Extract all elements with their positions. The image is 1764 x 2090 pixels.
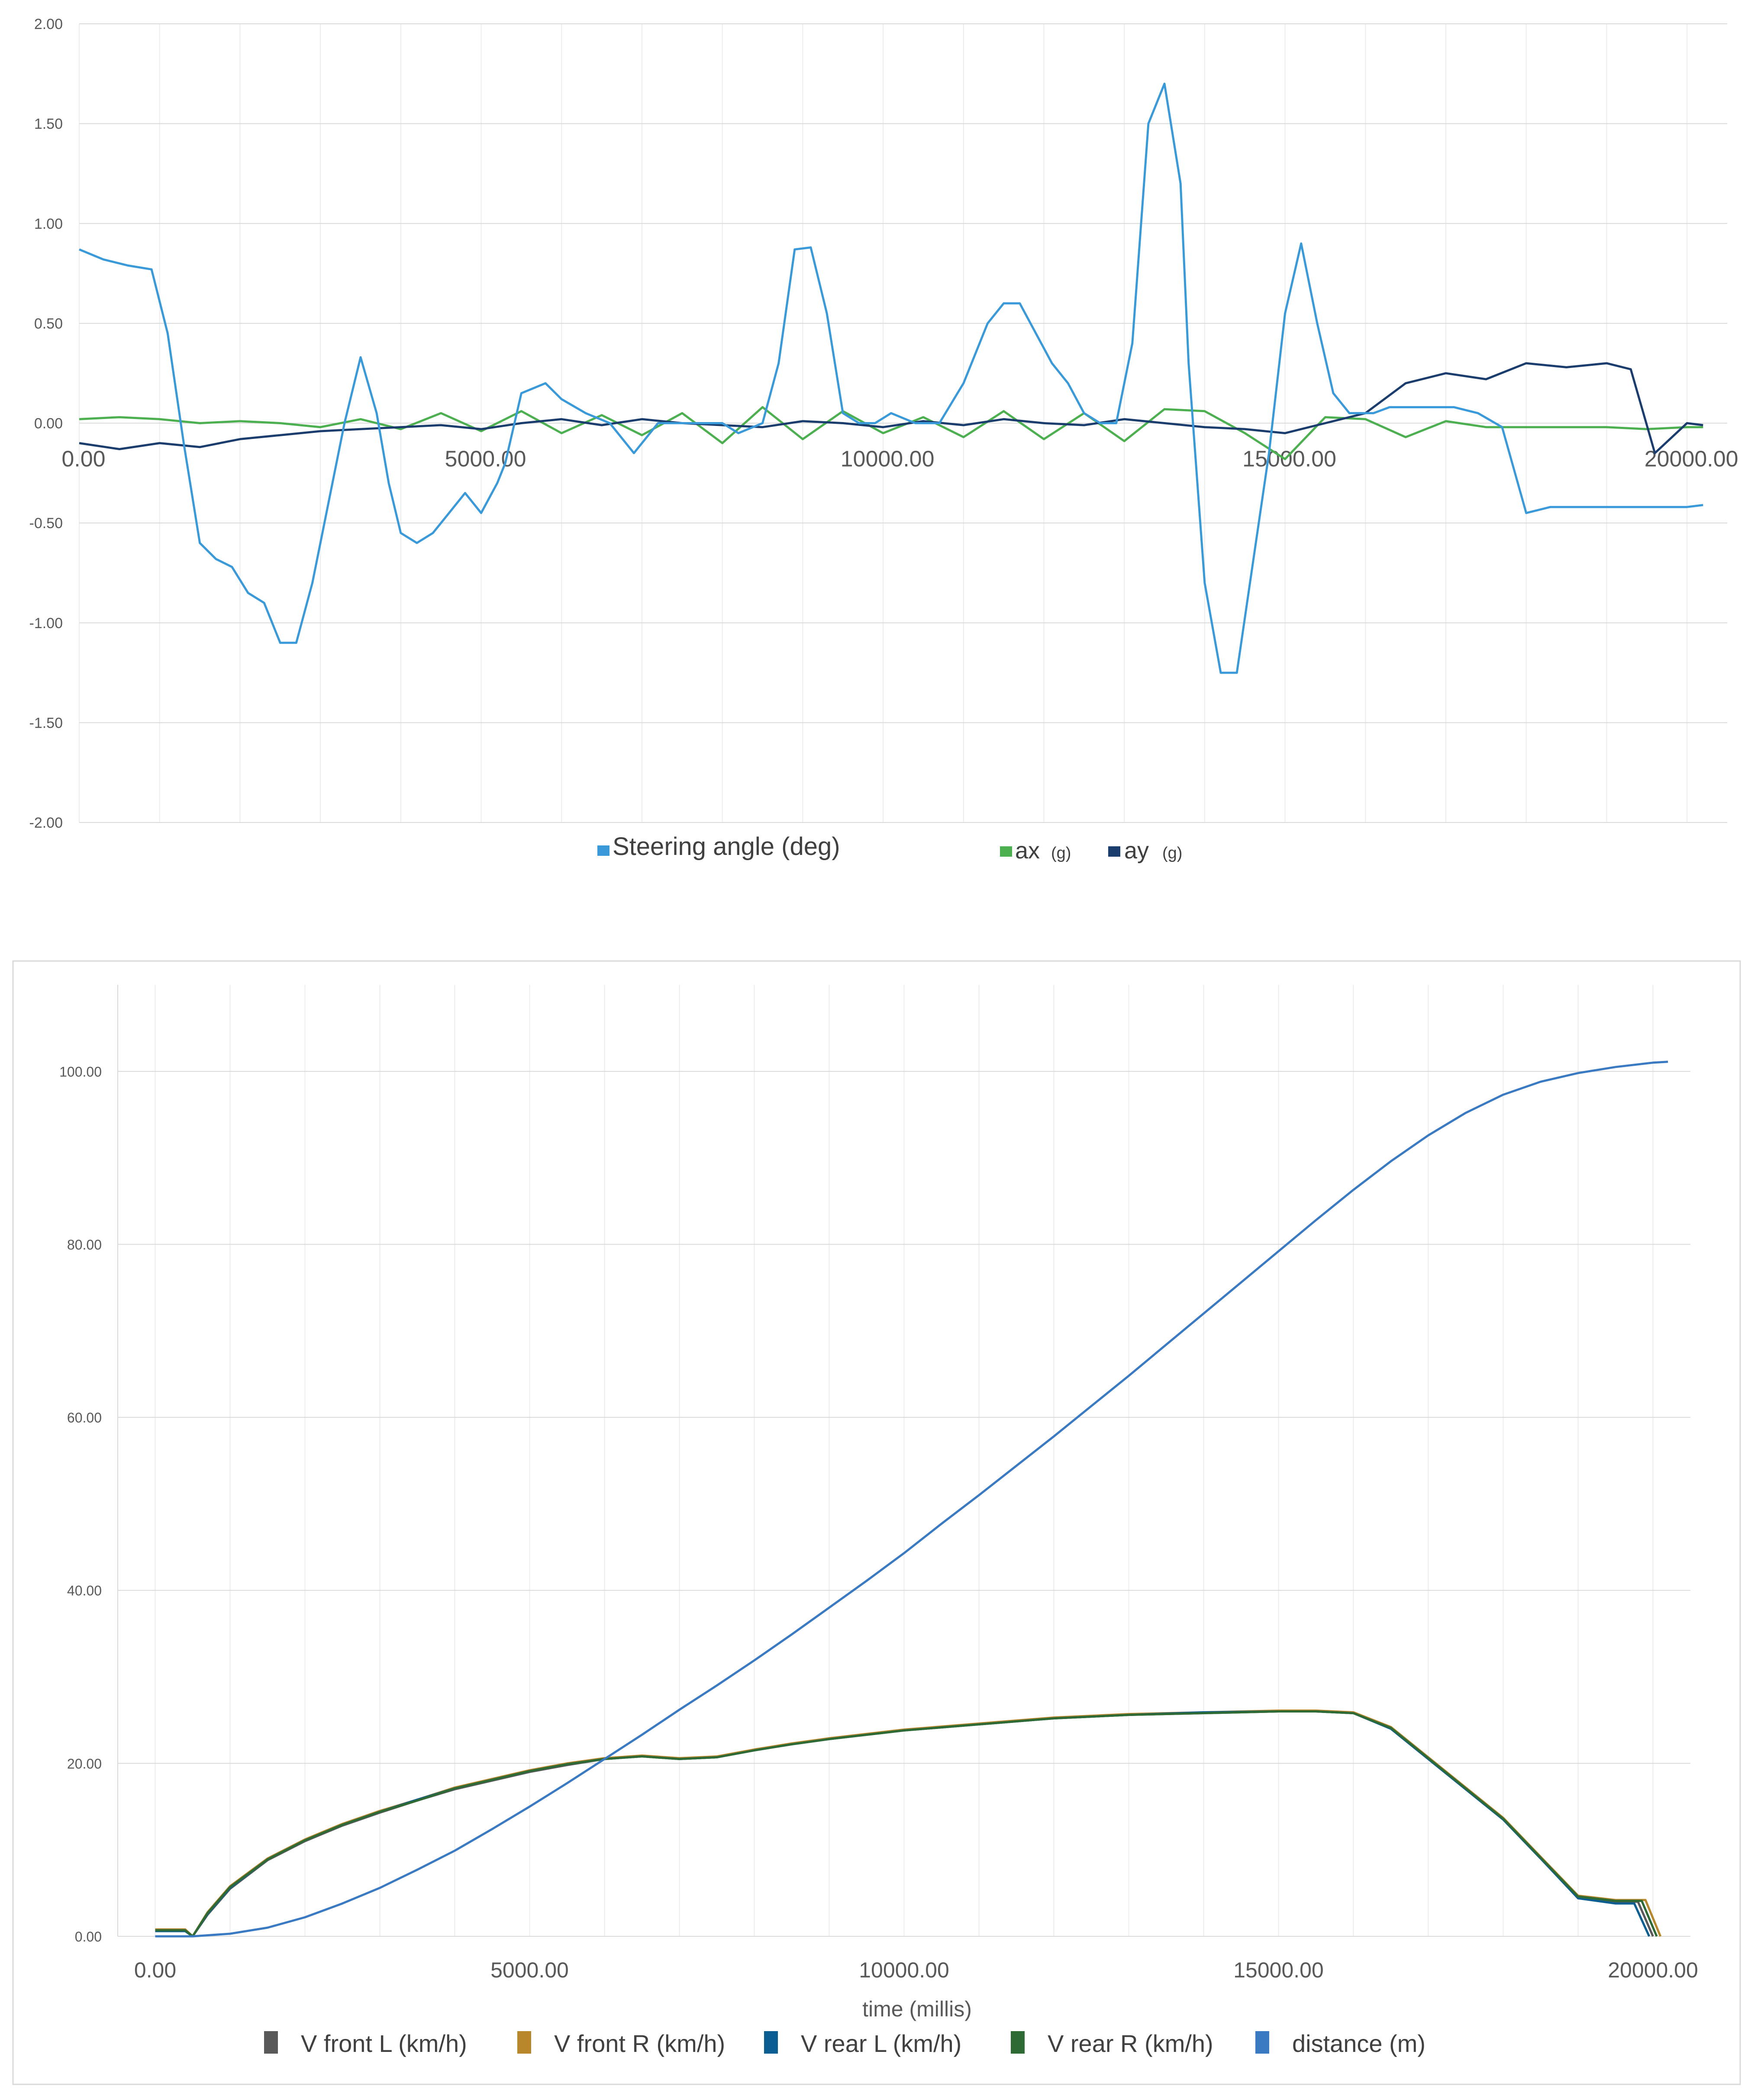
- legend-swatch-ay: [1108, 846, 1120, 857]
- legend-swatch-3: [1011, 2031, 1025, 2054]
- legend-swatch-4: [1255, 2031, 1269, 2054]
- legend-swatch-2: [764, 2031, 778, 2054]
- y-tick-label: 0.00: [75, 1929, 102, 1945]
- series-line-v-rear-r-km-h: [155, 1710, 1658, 1938]
- chart-steering-acceleration: 2.00 1.50 1.00 0.50 0.00 -0.50 -1.00 -1.50 -2.00…: [0, 0, 1764, 900]
- legend-label-ay: ay: [1124, 838, 1149, 864]
- legend-label-4: distance (m): [1292, 2030, 1425, 2057]
- chart-frame: [12, 960, 1741, 2085]
- legend-unit-ax: (g): [1051, 844, 1071, 862]
- x-tick-label: 0.00: [61, 447, 105, 472]
- x-axis-title: time (millis): [862, 1997, 972, 2021]
- x-tick-label: 20000.00: [1608, 1958, 1698, 1982]
- y-tick-label: 80.00: [67, 1237, 102, 1252]
- series-line-distance-m: [155, 1061, 1668, 1938]
- series-line-v-front-r-km-h: [155, 1709, 1662, 1938]
- x-tick-label: 5000.00: [490, 1958, 569, 1982]
- chart-speed-distance: 100.00 80.00 60.00 40.00 20.00 0.00 0.00 5000.0…: [0, 959, 1764, 2090]
- y-tick-label: 20.00: [67, 1756, 102, 1771]
- y-tick-label: -1.50: [29, 715, 63, 731]
- x-tick-label: 15000.00: [1233, 1958, 1324, 1982]
- y-tick-label: 0.00: [34, 416, 63, 432]
- y-tick-label: 100.00: [59, 1064, 102, 1080]
- y-tick-label: 0.50: [34, 316, 63, 332]
- legend-label-0: V front L (km/h): [301, 2030, 467, 2057]
- legend-swatch-ax: [1000, 846, 1012, 857]
- legend-label-3: V rear R (km/h): [1048, 2030, 1213, 2057]
- x-tick-label: 5000.00: [445, 447, 526, 472]
- legend-label-2: V rear L (km/h): [801, 2030, 961, 2057]
- series-line-ay: [79, 362, 1703, 455]
- legend-swatch-steering-angle: [597, 845, 609, 856]
- x-tick-label: 10000.00: [859, 1958, 949, 1982]
- y-tick-label: -1.00: [29, 615, 63, 632]
- x-tick-label: 20000.00: [1645, 447, 1738, 472]
- y-tick-label: 2.00: [34, 16, 63, 32]
- legend-swatch-0: [264, 2031, 278, 2054]
- legend-label-steering-angle: Steering angle (deg): [613, 832, 840, 861]
- y-tick-label: 1.00: [34, 216, 63, 232]
- x-tick-label: 15000.00: [1242, 447, 1336, 472]
- legend-unit-ay: (g): [1162, 844, 1182, 862]
- legend-label-ax: ax: [1015, 838, 1040, 864]
- x-tick-label: 10000.00: [841, 447, 935, 472]
- chart-speed-distance-svg: 100.00 80.00 60.00 40.00 20.00 0.00 0.00 5000.0…: [12, 960, 1741, 2085]
- y-tick-label: 1.50: [34, 116, 63, 132]
- y-tick-label: 40.00: [67, 1583, 102, 1599]
- x-tick-label: 0.00: [134, 1958, 176, 1982]
- series-line-steering: [79, 82, 1703, 674]
- y-tick-label: -0.50: [29, 515, 63, 532]
- chart-steering-acceleration-svg: 2.00 1.50 1.00 0.50 0.00 -0.50 -1.00 -1.50 -2.00…: [29, 16, 1738, 864]
- legend-swatch-1: [517, 2031, 531, 2054]
- legend-label-1: V front R (km/h): [554, 2030, 725, 2057]
- y-tick-label: -2.00: [29, 815, 63, 831]
- series-line-v-rear-l-km-h: [155, 1710, 1651, 1938]
- y-tick-label: 60.00: [67, 1410, 102, 1426]
